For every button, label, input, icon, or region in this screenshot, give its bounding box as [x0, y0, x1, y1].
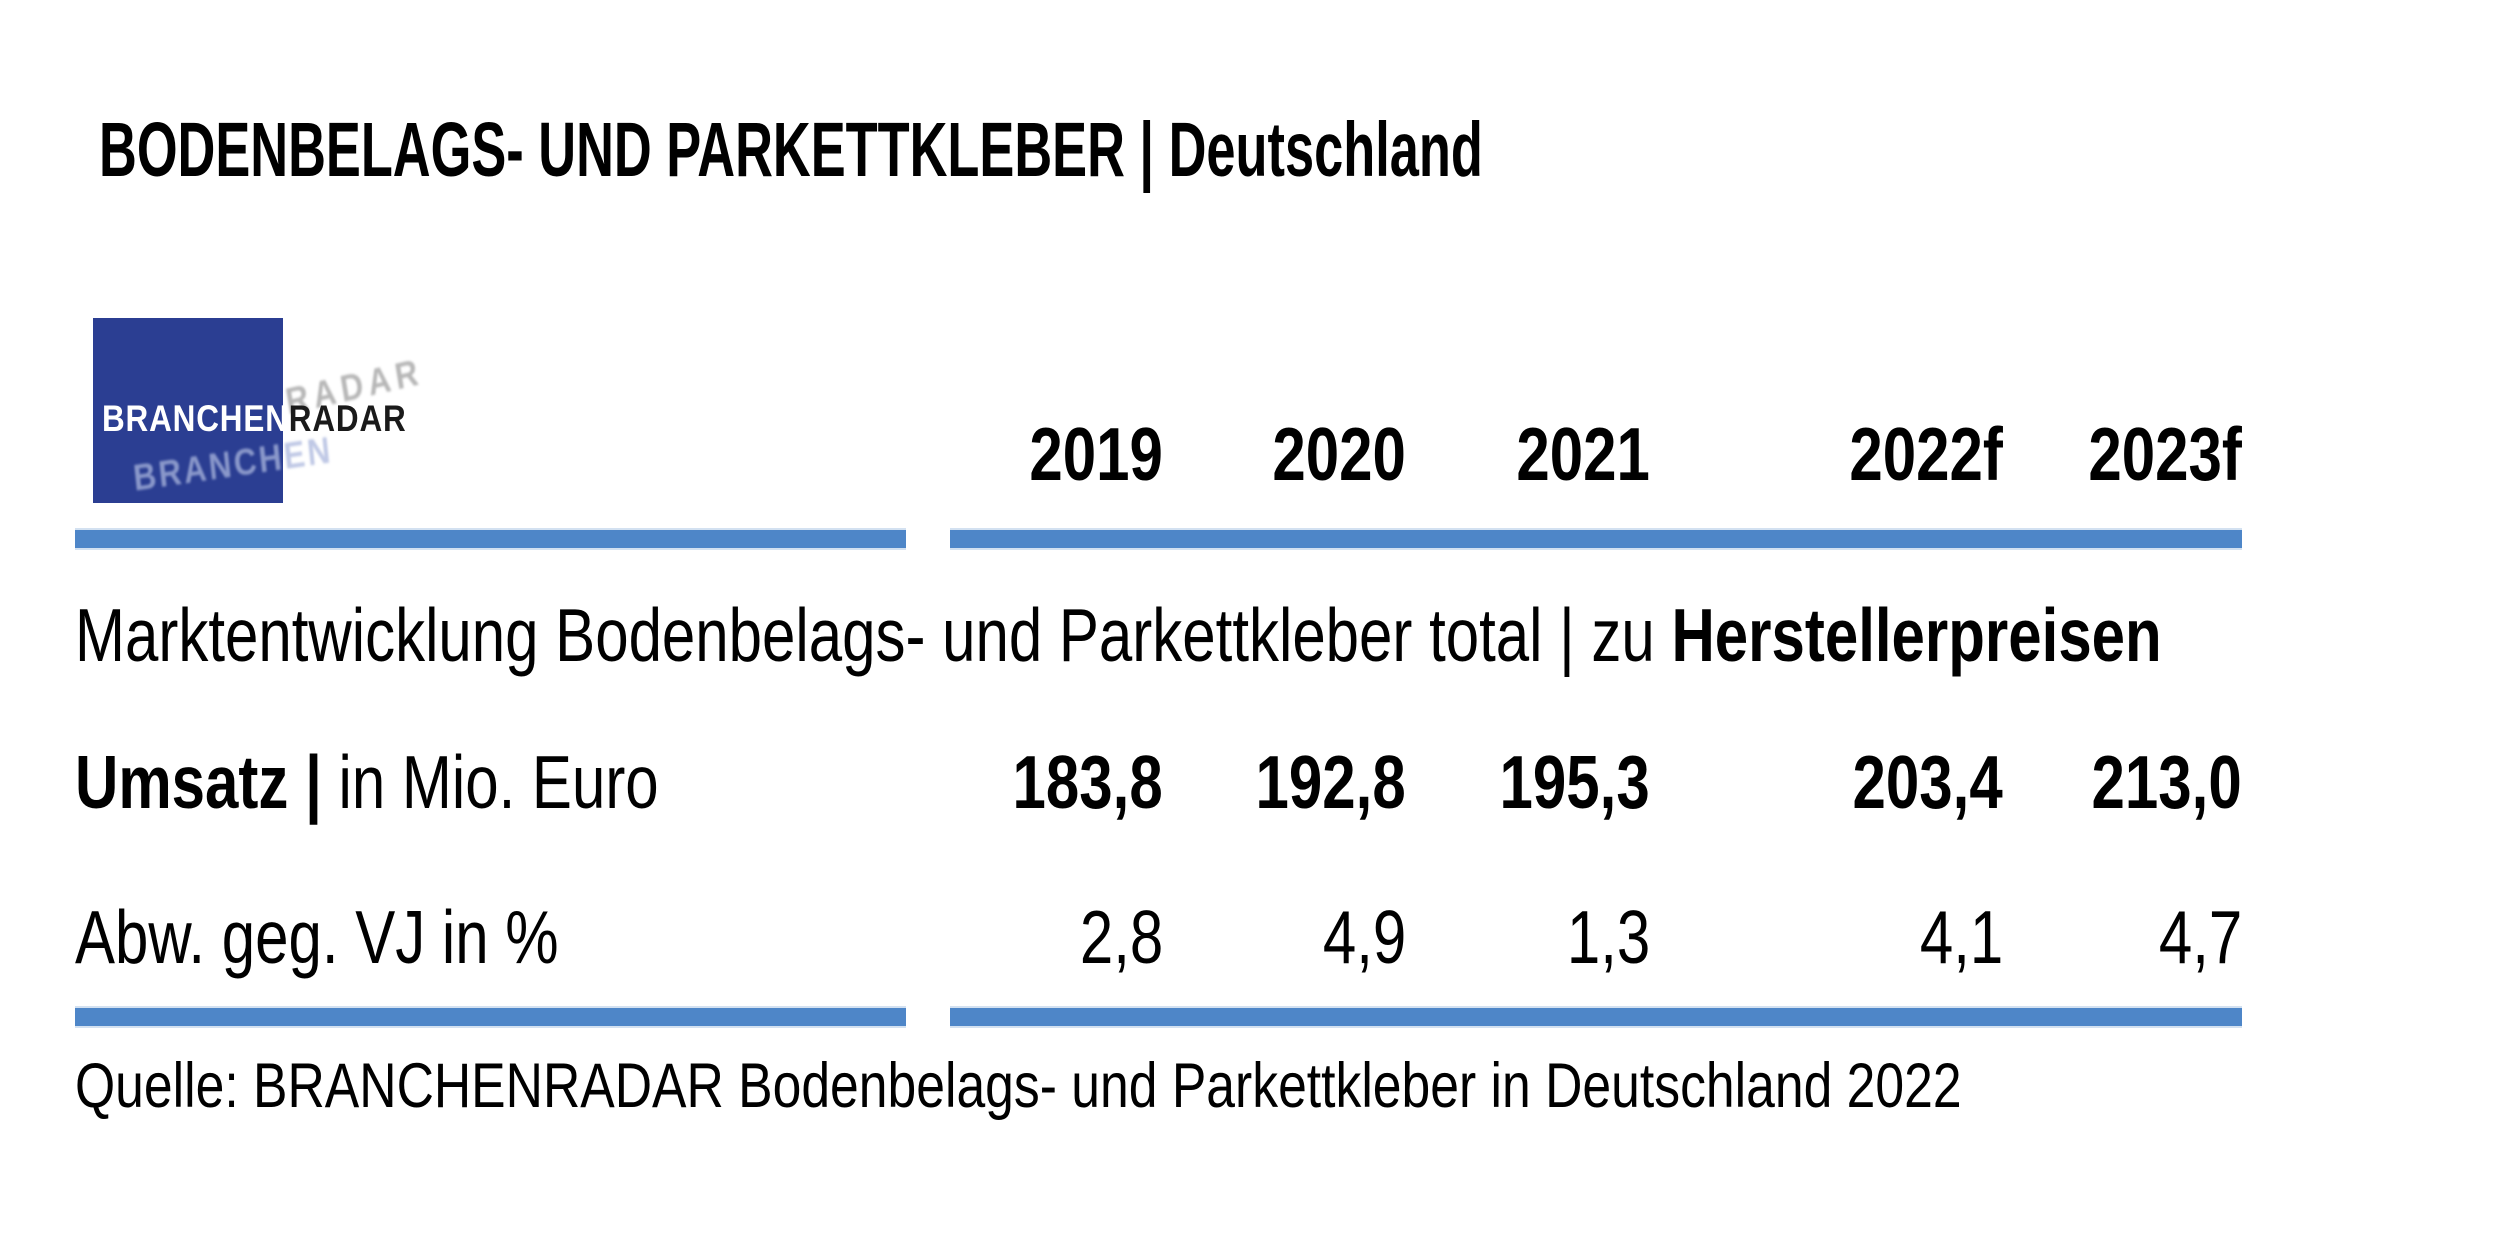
- rule-top-left: [75, 530, 906, 548]
- abw-value-2022f: 4,1: [1919, 895, 2003, 979]
- rule-bottom-left: [75, 1008, 906, 1026]
- page-title-text: BODENBELAGS- UND PARKETTKLEBER | Deutsch…: [99, 107, 1483, 193]
- page-title: BODENBELAGS- UND PARKETTKLEBER | Deutsch…: [99, 112, 2134, 189]
- logo-text-radar: RADAR: [288, 398, 407, 439]
- row-label-abw: Abw. geg. VJ in %: [75, 895, 559, 979]
- umsatz-value-2019: 183,8: [1012, 740, 1163, 824]
- abw-value-2021: 1,3: [1566, 895, 1650, 979]
- col-header-2022f: 2022f: [1849, 412, 2003, 496]
- section-label-regular: Marktentwicklung Bodenbelags- und Parket…: [75, 593, 1672, 677]
- umsatz-value-2021: 195,3: [1499, 740, 1650, 824]
- rule-top-right: [950, 530, 2242, 548]
- abw-value-2023f: 4,7: [2158, 895, 2242, 979]
- logo-text-branchen: BRANCHEN: [102, 398, 289, 439]
- col-header-2019: 2019: [1029, 412, 1163, 496]
- logo-square: [93, 318, 283, 503]
- section-label-bold: Herstellerpreisen: [1671, 593, 2162, 677]
- section-label: Marktentwicklung Bodenbelags- und Parket…: [75, 598, 2500, 673]
- umsatz-value-2023f: 213,0: [2091, 740, 2242, 824]
- rule-bottom-right: [950, 1008, 2242, 1026]
- col-header-2021: 2021: [1516, 412, 1650, 496]
- umsatz-value-2020: 192,8: [1255, 740, 1406, 824]
- abw-value-2019: 2,8: [1079, 895, 1163, 979]
- umsatz-value-2022f: 203,4: [1852, 740, 2003, 824]
- abw-value-2020: 4,9: [1322, 895, 1406, 979]
- logo-wordmark: BRANCHENRADAR: [102, 400, 460, 437]
- source-line: Quelle: BRANCHENRADAR Bodenbelags- und P…: [75, 1051, 1962, 1121]
- row-label-umsatz: Umsatz | in Mio. Euro: [75, 740, 659, 824]
- col-header-2020: 2020: [1272, 412, 1406, 496]
- col-header-2023f: 2023f: [2088, 412, 2242, 496]
